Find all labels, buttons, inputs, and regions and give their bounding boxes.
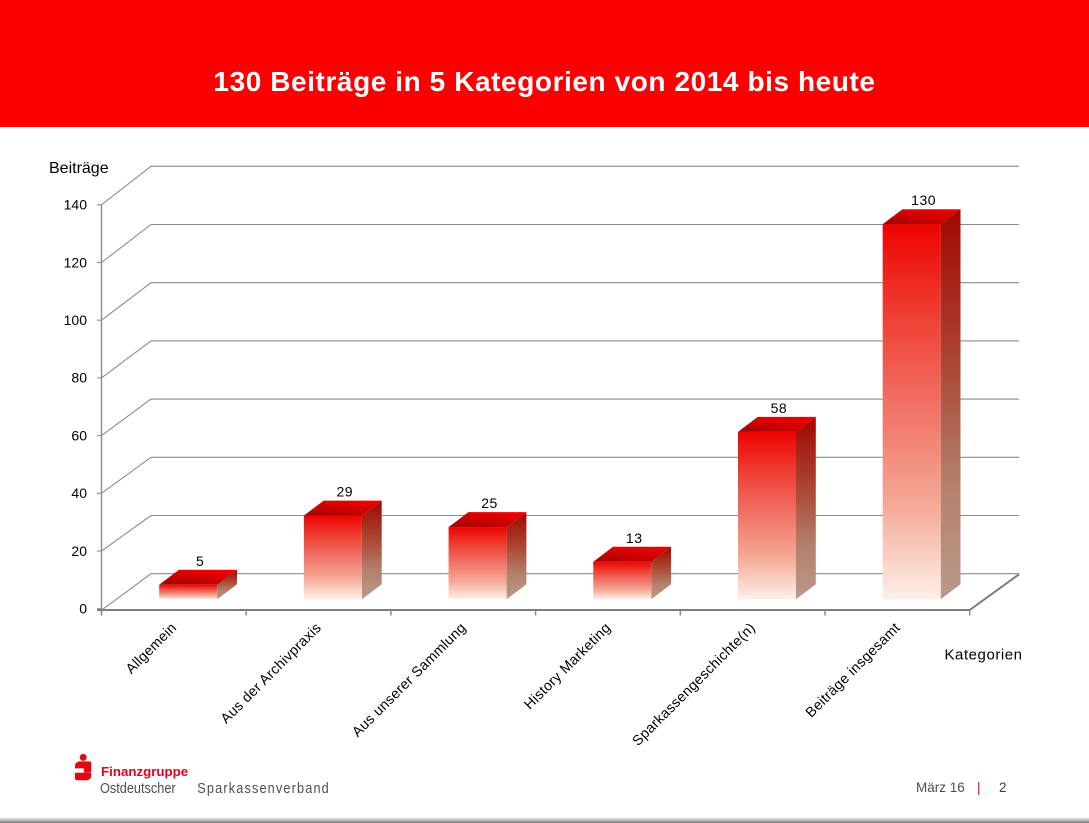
svg-text:13: 13 <box>626 530 643 546</box>
svg-text:5: 5 <box>196 553 204 569</box>
svg-text:140: 140 <box>64 197 88 213</box>
svg-text:40: 40 <box>71 485 87 501</box>
svg-text:Aus unserer Sammlung: Aus unserer Sammlung <box>349 620 469 740</box>
svg-text:60: 60 <box>71 427 87 443</box>
svg-text:120: 120 <box>64 254 88 270</box>
svg-text:130: 130 <box>911 192 936 208</box>
svg-text:100: 100 <box>64 312 88 328</box>
svg-text:Sparkassengeschichte(n): Sparkassengeschichte(n) <box>630 620 759 749</box>
svg-text:20: 20 <box>71 543 87 559</box>
svg-text:29: 29 <box>337 484 354 500</box>
svg-text:Kategorien: Kategorien <box>945 647 1023 664</box>
svg-text:Beiträge: Beiträge <box>49 160 109 177</box>
svg-text:Beiträge insgesamt: Beiträge insgesamt <box>803 620 904 721</box>
svg-text:0: 0 <box>79 601 87 617</box>
svg-text:80: 80 <box>71 370 87 386</box>
svg-text:History Marketing: History Marketing <box>521 620 614 713</box>
svg-text:25: 25 <box>481 495 498 511</box>
svg-text:Aus der Archivpraxis: Aus der Archivpraxis <box>218 620 325 727</box>
svg-text:Allgemein: Allgemein <box>123 620 180 677</box>
svg-text:58: 58 <box>771 400 788 416</box>
